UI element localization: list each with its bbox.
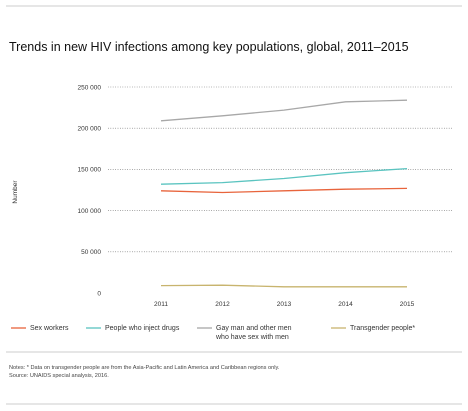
source-line: Source: UNAIDS special analysis, 2016. xyxy=(9,373,109,379)
y-tick-label: 150 000 xyxy=(78,167,102,174)
y-tick-label: 100 000 xyxy=(78,208,102,215)
legend-label: who have sex with men xyxy=(215,334,289,341)
x-tick-label: 2013 xyxy=(277,301,292,308)
legend: Sex workers People who inject drugs Gay ma… xyxy=(11,325,415,341)
legend-label: People who inject drugs xyxy=(105,325,180,332)
series-line xyxy=(160,284,407,288)
y-tick-label: 250 000 xyxy=(78,84,102,91)
series-line xyxy=(160,99,408,122)
series-line xyxy=(160,187,408,194)
y-axis-label: Number xyxy=(12,180,19,204)
series-line xyxy=(160,167,408,185)
x-tick-label: 2015 xyxy=(400,301,415,308)
legend-label: Transgender people* xyxy=(350,325,415,332)
x-tick-label: 2011 xyxy=(154,301,168,308)
y-tick-label: 50 000 xyxy=(81,249,101,256)
x-tick-label: 2012 xyxy=(215,301,230,308)
series-lines xyxy=(160,99,408,288)
x-tick-label: 2014 xyxy=(338,301,353,308)
y-tick-labels: 0 50 000 100 000 150 000 200 000 250 000 xyxy=(78,84,102,297)
chart-title: Trends in new HIV infections among key p… xyxy=(9,40,409,54)
x-tick-labels: 2011 2012 2013 2014 2015 xyxy=(154,301,415,308)
legend-label: Gay man and other men xyxy=(216,325,292,332)
legend-label: Sex workers xyxy=(30,325,69,332)
y-tick-label: 200 000 xyxy=(78,126,102,133)
notes-line: Notes: * Data on transgender people are … xyxy=(9,365,280,371)
y-tick-label: 0 xyxy=(97,290,101,297)
